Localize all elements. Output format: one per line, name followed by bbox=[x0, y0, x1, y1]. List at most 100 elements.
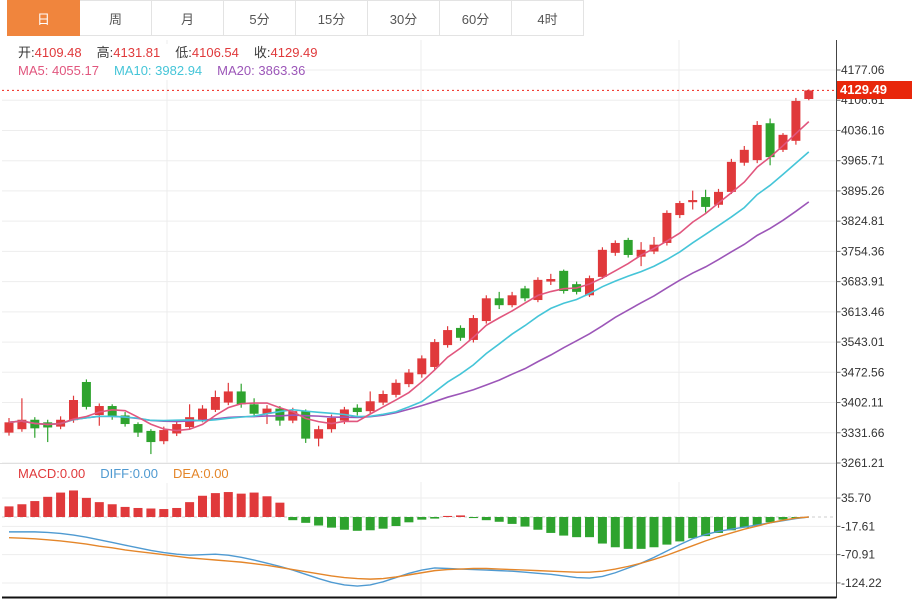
diff-line bbox=[9, 516, 809, 587]
candle-body bbox=[585, 278, 594, 296]
macd-bar bbox=[391, 517, 401, 527]
candle-body bbox=[714, 191, 723, 205]
macd-bar bbox=[662, 517, 672, 545]
price-axis-label: 3683.91 bbox=[841, 275, 885, 289]
macd-bar bbox=[172, 507, 182, 517]
macd-bar bbox=[94, 502, 104, 517]
last-price-tag: 4129.49 bbox=[837, 81, 912, 99]
macd-bar bbox=[262, 496, 272, 517]
candle-body bbox=[481, 298, 491, 322]
ma10-readout: MA10: 3982.94 bbox=[113, 63, 203, 78]
tab-60min[interactable]: 60分 bbox=[439, 0, 512, 36]
dea-line bbox=[8, 516, 809, 580]
candle-body bbox=[223, 391, 233, 403]
candle-body bbox=[107, 406, 117, 417]
candle-body bbox=[468, 318, 478, 340]
tab-30min[interactable]: 30分 bbox=[367, 0, 440, 36]
candle-body bbox=[262, 408, 272, 414]
candle-body bbox=[739, 149, 749, 163]
ma-readout: MA5: 4055.17 MA10: 3982.94 MA20: 3863.36 bbox=[0, 62, 306, 80]
ma20-line bbox=[8, 201, 810, 426]
macd-bar bbox=[585, 517, 594, 538]
macd-bar bbox=[778, 517, 788, 520]
price-axis-label: 3895.26 bbox=[841, 184, 885, 198]
macd-bar bbox=[714, 517, 723, 533]
dea-value: DEA:0.00 bbox=[173, 466, 229, 481]
macd-bar bbox=[301, 517, 311, 523]
macd-bar bbox=[726, 517, 736, 531]
tab-4hour[interactable]: 4时 bbox=[511, 0, 584, 36]
candle-body bbox=[146, 430, 156, 443]
macd-bar bbox=[546, 517, 556, 533]
candle-body bbox=[133, 424, 143, 433]
macd-bar bbox=[146, 508, 156, 517]
macd-bar bbox=[210, 493, 220, 517]
tab-week[interactable]: 周 bbox=[79, 0, 152, 36]
candle-body bbox=[236, 391, 246, 405]
macd-bar bbox=[572, 517, 582, 538]
candle-body bbox=[507, 295, 517, 306]
macd-bar bbox=[507, 517, 517, 524]
candle-body bbox=[275, 408, 285, 421]
macd-bar bbox=[352, 517, 362, 531]
macd-bar bbox=[275, 502, 285, 517]
macd-bar bbox=[481, 517, 491, 521]
macd-bar bbox=[17, 504, 27, 517]
tab-month[interactable]: 月 bbox=[151, 0, 224, 36]
macd-bar bbox=[494, 517, 504, 522]
macd-bar bbox=[159, 509, 169, 517]
macd-bar bbox=[533, 517, 543, 530]
candle-body bbox=[726, 161, 736, 192]
ma5-line bbox=[8, 121, 810, 432]
macd-bar bbox=[69, 490, 78, 517]
macd-bar bbox=[30, 501, 40, 517]
candle-body bbox=[533, 279, 543, 301]
macd-value: MACD:0.00 bbox=[18, 466, 86, 481]
tab-15min[interactable]: 15分 bbox=[295, 0, 368, 36]
price-axis-label: 3613.46 bbox=[841, 305, 885, 319]
ma5-readout: MA5: 4055.17 bbox=[18, 63, 99, 78]
candle-body bbox=[701, 197, 711, 207]
macd-bar bbox=[107, 504, 117, 517]
candle-body bbox=[597, 249, 607, 277]
macd-bar bbox=[81, 497, 91, 517]
macd-bar bbox=[404, 517, 414, 523]
candle-body bbox=[301, 411, 311, 439]
price-axis-label: 3402.11 bbox=[841, 396, 884, 410]
macd-bar bbox=[56, 492, 66, 517]
macd-bar bbox=[610, 517, 620, 548]
tab-5min[interactable]: 5分 bbox=[223, 0, 296, 36]
price-axis-label: 3965.71 bbox=[841, 154, 885, 168]
open-readout: 开:4109.48 bbox=[18, 45, 82, 60]
candle-body bbox=[752, 124, 762, 161]
price-axis-label: 4177.06 bbox=[841, 63, 885, 77]
macd-bar bbox=[120, 506, 130, 517]
macd-bar bbox=[520, 517, 530, 527]
diff-value: DIFF:0.00 bbox=[100, 466, 159, 481]
macd-bar bbox=[185, 502, 195, 517]
candle-body bbox=[391, 382, 401, 395]
macd-bar bbox=[649, 517, 659, 548]
macd-bar bbox=[456, 515, 465, 517]
macd-bar bbox=[675, 517, 685, 542]
candle-body bbox=[443, 330, 453, 346]
macd-bar bbox=[739, 517, 749, 528]
macd-axis-label: -17.61 bbox=[841, 519, 875, 533]
candle-body bbox=[159, 430, 169, 442]
candle-body bbox=[623, 239, 633, 255]
close-readout: 收:4129.49 bbox=[253, 45, 318, 60]
macd-bar bbox=[417, 517, 427, 520]
candle-body bbox=[417, 358, 427, 375]
price-axis-label: 3543.01 bbox=[841, 335, 885, 349]
candle-body bbox=[804, 90, 814, 99]
tab-day[interactable]: 日 bbox=[7, 0, 80, 36]
candle-body bbox=[791, 100, 801, 141]
macd-axis-label: 35.70 bbox=[841, 491, 871, 505]
candle-body bbox=[520, 288, 530, 299]
candle-body bbox=[120, 415, 130, 425]
macd-bar bbox=[43, 496, 53, 517]
macd-readout: MACD:0.00 DIFF:0.00 DEA:0.00 bbox=[0, 465, 229, 483]
macd-bar bbox=[339, 517, 349, 530]
